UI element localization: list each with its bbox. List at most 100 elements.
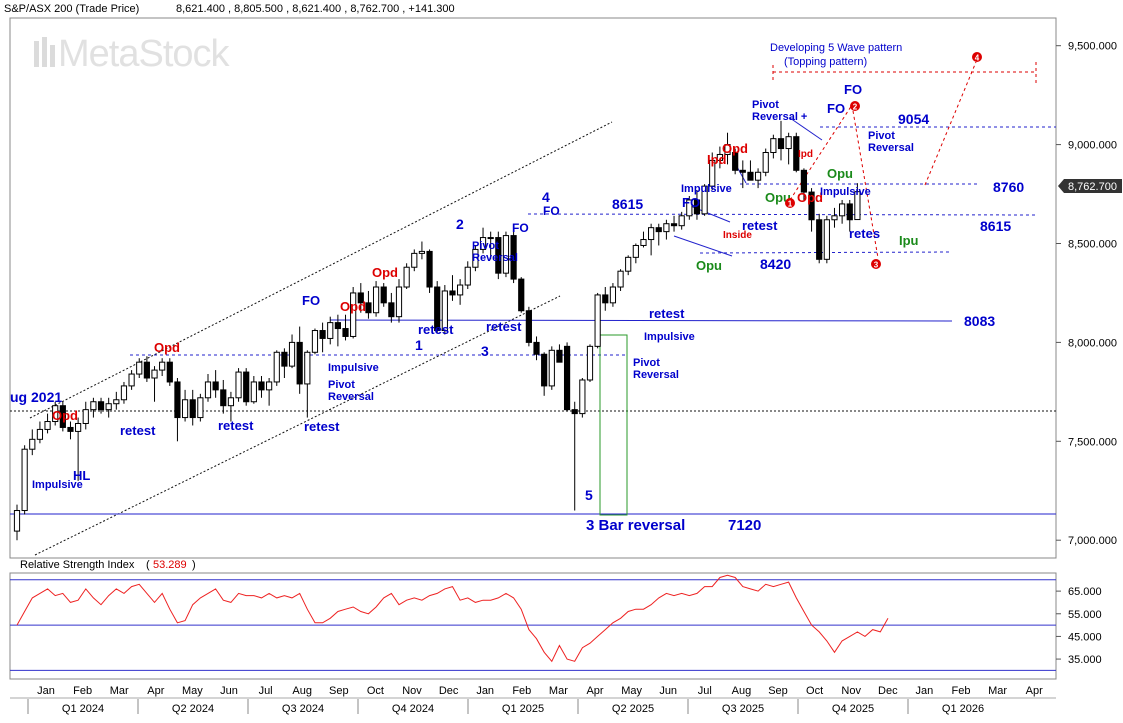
level-label-8615-left: 8615 bbox=[612, 196, 643, 212]
level-label-9054: 9054 bbox=[898, 111, 929, 127]
candle bbox=[403, 263, 410, 289]
candle bbox=[563, 342, 571, 412]
candle bbox=[541, 352, 548, 396]
rsi-axis: 65.000 55.000 45.000 35.000 bbox=[1056, 586, 1102, 666]
metastock-logo: MetaStock bbox=[34, 33, 232, 75]
candle bbox=[701, 184, 708, 216]
candle bbox=[816, 213, 823, 264]
marker-2: 2 bbox=[850, 101, 860, 112]
three-bar-reversal-label: 3 Bar reversal bbox=[586, 517, 685, 534]
rsi-value: 53.289 bbox=[153, 559, 187, 571]
price-tick-label: 7,500.000 bbox=[1068, 436, 1117, 448]
lower-channel-line bbox=[34, 295, 561, 556]
month-tick-label: Sep bbox=[329, 685, 349, 697]
candle bbox=[556, 344, 563, 363]
reversal-label: Reversal bbox=[868, 142, 914, 154]
candle bbox=[212, 370, 219, 398]
price-tick-label: 9,000.000 bbox=[1068, 140, 1117, 152]
month-tick-label: Nov bbox=[841, 685, 861, 697]
candle bbox=[411, 249, 418, 272]
candle bbox=[220, 379, 227, 414]
candle bbox=[258, 376, 265, 398]
guide-lines bbox=[10, 121, 1056, 556]
candle bbox=[350, 287, 357, 339]
candle bbox=[762, 148, 769, 177]
candle bbox=[808, 188, 815, 232]
candle bbox=[342, 314, 349, 341]
wave-label-3: 3 bbox=[481, 343, 489, 359]
level-label-8760: 8760 bbox=[993, 179, 1024, 195]
candle bbox=[181, 389, 189, 422]
quarter-tick-label: Q3 2025 bbox=[722, 703, 764, 715]
rsi-title: Relative Strength Index bbox=[20, 559, 135, 571]
retest-label: retest bbox=[742, 218, 778, 233]
candle bbox=[227, 391, 235, 422]
candle bbox=[449, 275, 456, 301]
candle bbox=[693, 190, 701, 220]
candle bbox=[90, 397, 97, 418]
fo-label: FO bbox=[682, 195, 700, 210]
candle bbox=[648, 223, 655, 256]
candle bbox=[617, 269, 624, 291]
candle bbox=[663, 219, 670, 240]
retest-label: retest bbox=[218, 418, 254, 433]
candle bbox=[464, 261, 471, 289]
candle bbox=[472, 245, 479, 272]
month-tick-label: Jul bbox=[698, 685, 712, 697]
month-tick-label: Oct bbox=[367, 685, 384, 697]
fo-label: FO bbox=[512, 221, 529, 235]
level-label-8083: 8083 bbox=[964, 313, 995, 329]
fo-trendline bbox=[673, 235, 733, 257]
price-tick-label: 9,500.000 bbox=[1068, 41, 1117, 53]
pivot-label: Pivot bbox=[633, 357, 660, 369]
candle bbox=[304, 350, 311, 418]
candle bbox=[777, 120, 785, 161]
level-label-8420: 8420 bbox=[760, 256, 791, 272]
candle bbox=[602, 287, 609, 311]
topping-pattern-label: (Topping pattern) bbox=[784, 56, 867, 68]
ipu-label: Ipu bbox=[899, 233, 919, 248]
candle bbox=[75, 417, 82, 481]
candle bbox=[52, 401, 59, 426]
candle bbox=[113, 391, 120, 410]
candle bbox=[418, 241, 426, 260]
marker-1: 1 bbox=[785, 198, 795, 209]
reversal-label: Reversal bbox=[328, 391, 374, 403]
impulsive-label: Impulsive bbox=[328, 362, 379, 374]
retest-label: retest bbox=[418, 322, 454, 337]
month-tick-label: Feb bbox=[73, 685, 92, 697]
topping-projection bbox=[772, 61, 1037, 259]
candle bbox=[785, 132, 792, 165]
quarter-tick-label: Q1 2024 bbox=[62, 703, 104, 715]
price-tick-label: 8,500.000 bbox=[1068, 238, 1117, 250]
candle bbox=[625, 255, 632, 276]
candle bbox=[434, 281, 441, 333]
impulsive-label: Impulsive bbox=[681, 183, 732, 195]
retest-label: retest bbox=[304, 419, 340, 434]
quarter-tick-label: Q1 2025 bbox=[502, 703, 544, 715]
retes-label: retes bbox=[849, 226, 880, 241]
marker-4: 4 bbox=[972, 52, 982, 63]
price-tick-label: 8,000.000 bbox=[1068, 337, 1117, 349]
candle bbox=[29, 429, 36, 456]
reversal-label: Reversal bbox=[633, 369, 679, 381]
quarter-tick-label: Q1 2026 bbox=[942, 703, 984, 715]
candle bbox=[831, 207, 838, 228]
rsi-line bbox=[16, 574, 889, 663]
pivot-label: Pivot bbox=[868, 130, 895, 142]
candle bbox=[319, 322, 326, 353]
month-tick-label: May bbox=[621, 685, 642, 697]
candle bbox=[59, 401, 66, 432]
month-tick-label: Aug bbox=[292, 685, 312, 697]
opd-label: Opd bbox=[372, 265, 398, 280]
candle bbox=[151, 366, 158, 402]
candle bbox=[395, 279, 403, 323]
candle bbox=[502, 231, 510, 278]
candle bbox=[273, 350, 280, 386]
impulsive-label: Impulsive bbox=[644, 331, 695, 343]
candle bbox=[174, 378, 181, 442]
pivot-label: Pivot bbox=[752, 99, 779, 111]
candle bbox=[632, 243, 639, 264]
candle bbox=[709, 152, 716, 191]
